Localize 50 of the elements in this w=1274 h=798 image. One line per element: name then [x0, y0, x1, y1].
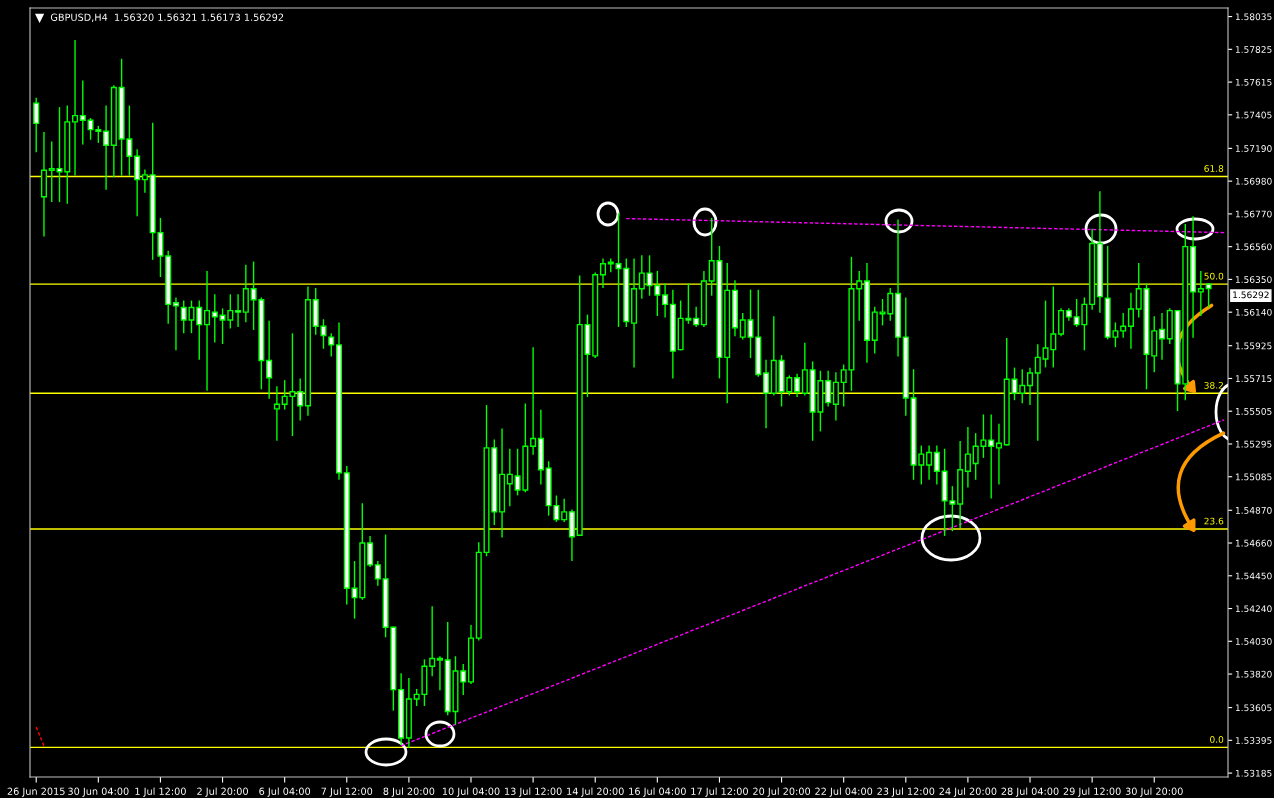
y-tick-label: 1.55505 [1235, 407, 1272, 415]
x-tick-label: 2 Jul 20:00 [197, 787, 248, 797]
x-tick-label: 17 Jul 12:00 [691, 787, 748, 797]
y-tick-label: 1.57405 [1235, 111, 1272, 119]
x-tick-label: 7 Jul 12:00 [321, 787, 373, 797]
x-tick-label: 6 Jul 04:00 [259, 787, 311, 797]
y-tick-label: 1.53185 [1235, 769, 1272, 777]
x-tick-label: 24 Jul 20:00 [939, 787, 997, 797]
y-tick-label: 1.58035 [1235, 13, 1272, 21]
y-tick-label: 1.54240 [1235, 605, 1272, 613]
y-tick-label: 1.56350 [1235, 276, 1272, 283]
y-tick-label: 1.54870 [1235, 507, 1272, 514]
y-tick-label: 1.57825 [1235, 46, 1272, 53]
x-tick-label: 30 Jun 04:00 [68, 787, 129, 797]
x-tick-label: 16 Jul 04:00 [629, 787, 686, 797]
annotation: 23.6 [1204, 517, 1224, 525]
annotation: 0.0 [1210, 736, 1224, 743]
x-tick-label: 1 Jul 12:00 [135, 787, 186, 797]
x-tick-label: 28 Jul 04:00 [1001, 787, 1059, 797]
x-tick-label: 30 Jul 20:00 [1125, 787, 1183, 797]
y-tick-label: 1.54450 [1235, 572, 1272, 580]
text: GBPUSD,H4 1.56320 1.56321 1.56173 1.56292 [50, 13, 284, 22]
x-tick-label: 22 Jul 04:00 [815, 787, 873, 797]
y-tick-label: 1.56980 [1235, 177, 1272, 185]
y-tick-label: 1.56560 [1235, 243, 1272, 251]
x-tick-label: 29 Jul 12:00 [1063, 787, 1121, 797]
x-tick-label: 10 Jul 04:00 [442, 787, 500, 797]
annotation: 38.2 [1204, 381, 1223, 389]
annotation: 61.8 [1204, 165, 1224, 172]
x-tick-label: 23 Jul 12:00 [877, 787, 935, 797]
text: 1.56292 [1233, 291, 1269, 299]
y-tick-label: 1.55925 [1235, 342, 1272, 350]
annotation: 50.0 [1204, 272, 1224, 280]
y-tick-label: 1.55715 [1235, 375, 1272, 383]
y-tick-label: 1.56770 [1235, 210, 1272, 218]
y-tick-label: 1.55085 [1235, 473, 1272, 481]
y-tick-label: 1.53605 [1235, 704, 1272, 712]
x-tick-label: 20 Jul 20:00 [753, 787, 811, 797]
y-tick-label: 1.54660 [1235, 539, 1272, 547]
y-tick-label: 1.54030 [1235, 638, 1272, 645]
y-tick-label: 1.53820 [1235, 670, 1272, 678]
x-tick-label: 13 Jul 12:00 [505, 787, 562, 797]
x-tick-label: 26 Jun 2015 [7, 787, 65, 797]
x-tick-label: 8 Jul 20:00 [383, 787, 435, 797]
y-tick-label: 1.57615 [1235, 78, 1272, 86]
x-tick-label: 14 Jul 20:00 [567, 787, 624, 797]
y-tick-label: 1.57190 [1235, 145, 1272, 152]
y-tick-label: 1.55295 [1235, 440, 1272, 448]
y-tick-label: 1.56140 [1235, 308, 1272, 316]
y-tick-label: 1.53395 [1235, 737, 1272, 744]
